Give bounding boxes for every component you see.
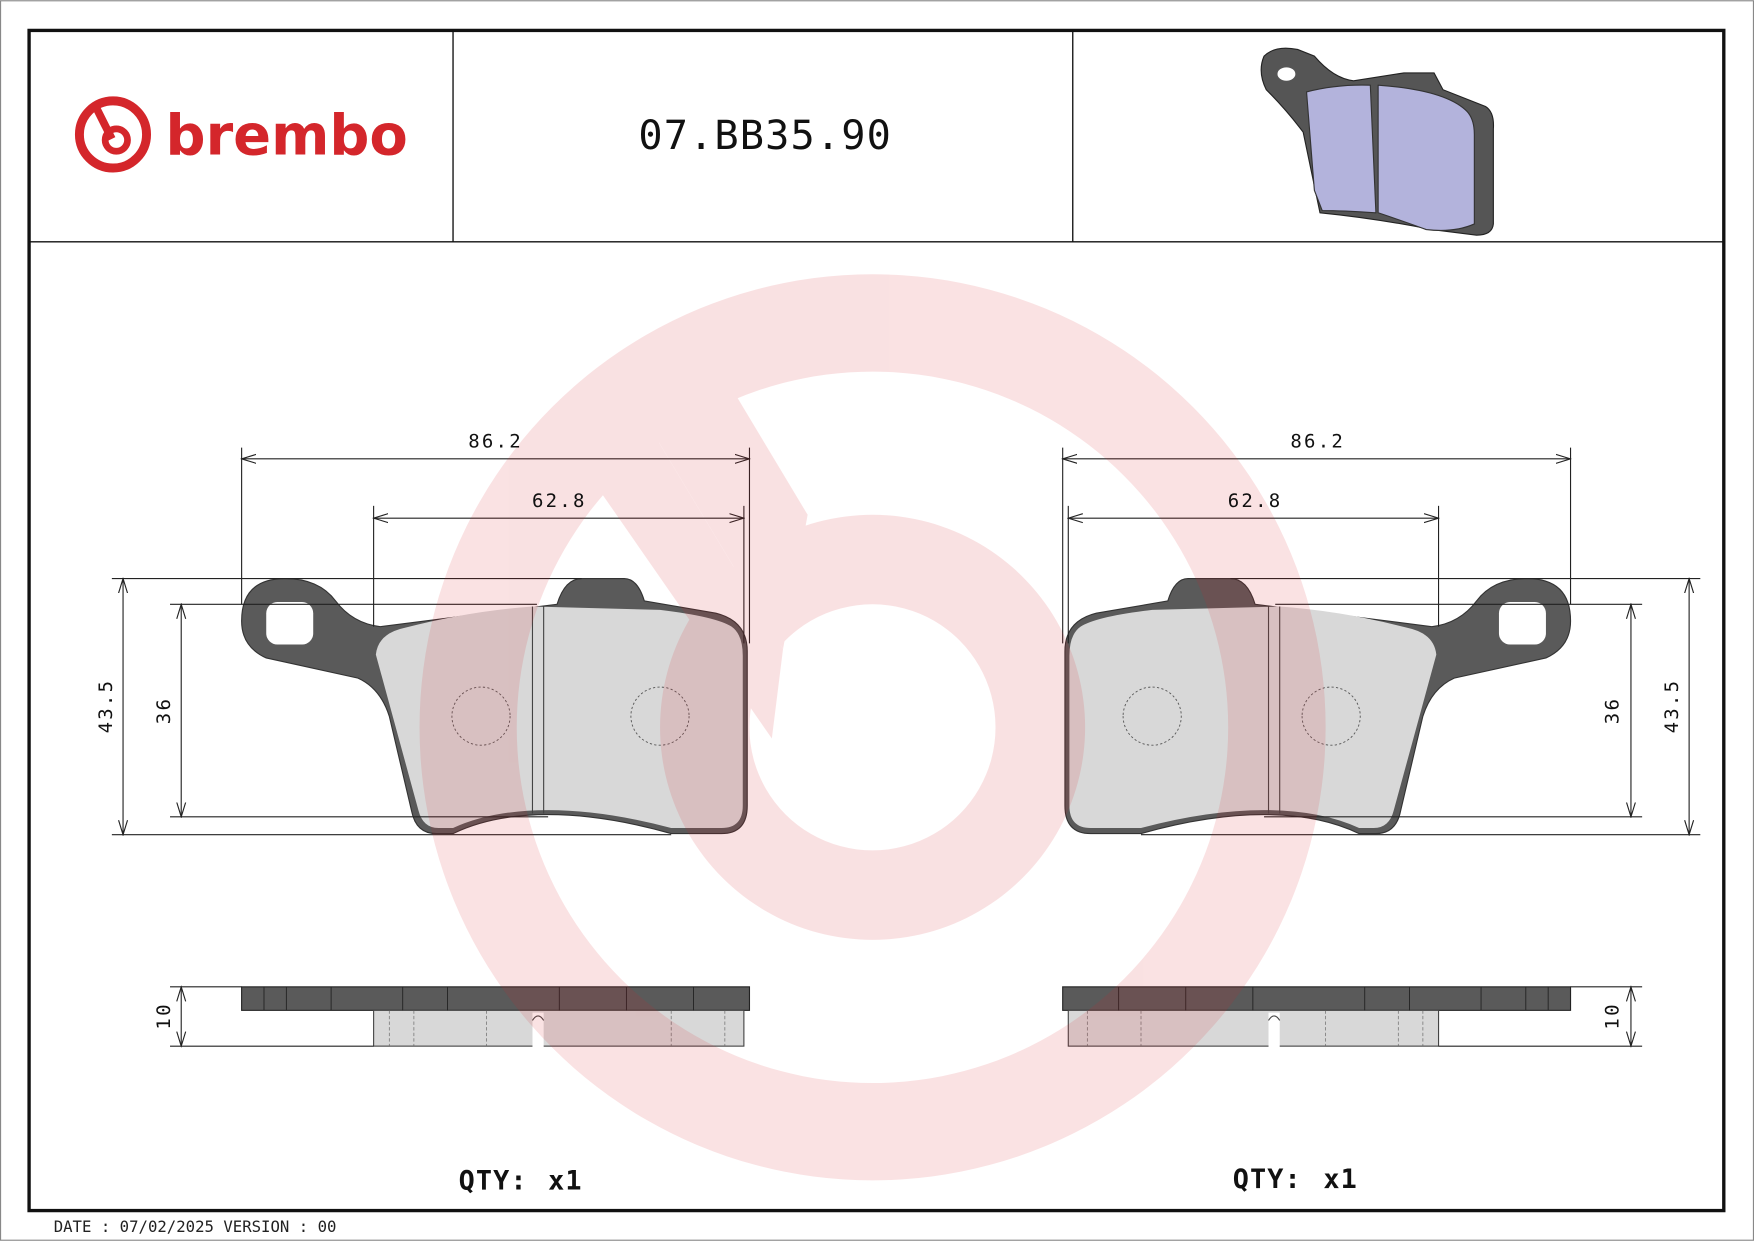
sheet-frame: [27, 28, 1726, 1213]
footer-date-version: DATE : 07/02/2025 VERSION : 00: [54, 1217, 337, 1236]
left-width-overall: 86.2: [468, 431, 523, 453]
left-qty-label: QTY:: [459, 1165, 528, 1196]
left-height-friction: 36: [153, 697, 175, 724]
left-qty-value: x1: [548, 1165, 583, 1196]
right-height-friction: 36: [1602, 697, 1624, 724]
right-qty-label: QTY:: [1233, 1164, 1302, 1195]
right-qty-value: x1: [1323, 1164, 1358, 1195]
right-height-overall: 43.5: [1661, 679, 1683, 734]
left-thickness: 10: [153, 1002, 175, 1029]
right-width-overall: 86.2: [1290, 431, 1345, 453]
part-number: 07.BB35.90: [638, 113, 892, 159]
right-width-friction: 62.8: [1228, 490, 1283, 512]
brembo-watermark: [419, 274, 1326, 1181]
brand-name: brembo: [166, 104, 408, 169]
brembo-logo: brembo: [74, 96, 408, 173]
right-thickness: 10: [1602, 1002, 1624, 1029]
left-width-friction: 62.8: [532, 490, 587, 512]
brake-pad-3d-icon: [1260, 47, 1495, 236]
left-height-overall: 43.5: [95, 679, 117, 734]
